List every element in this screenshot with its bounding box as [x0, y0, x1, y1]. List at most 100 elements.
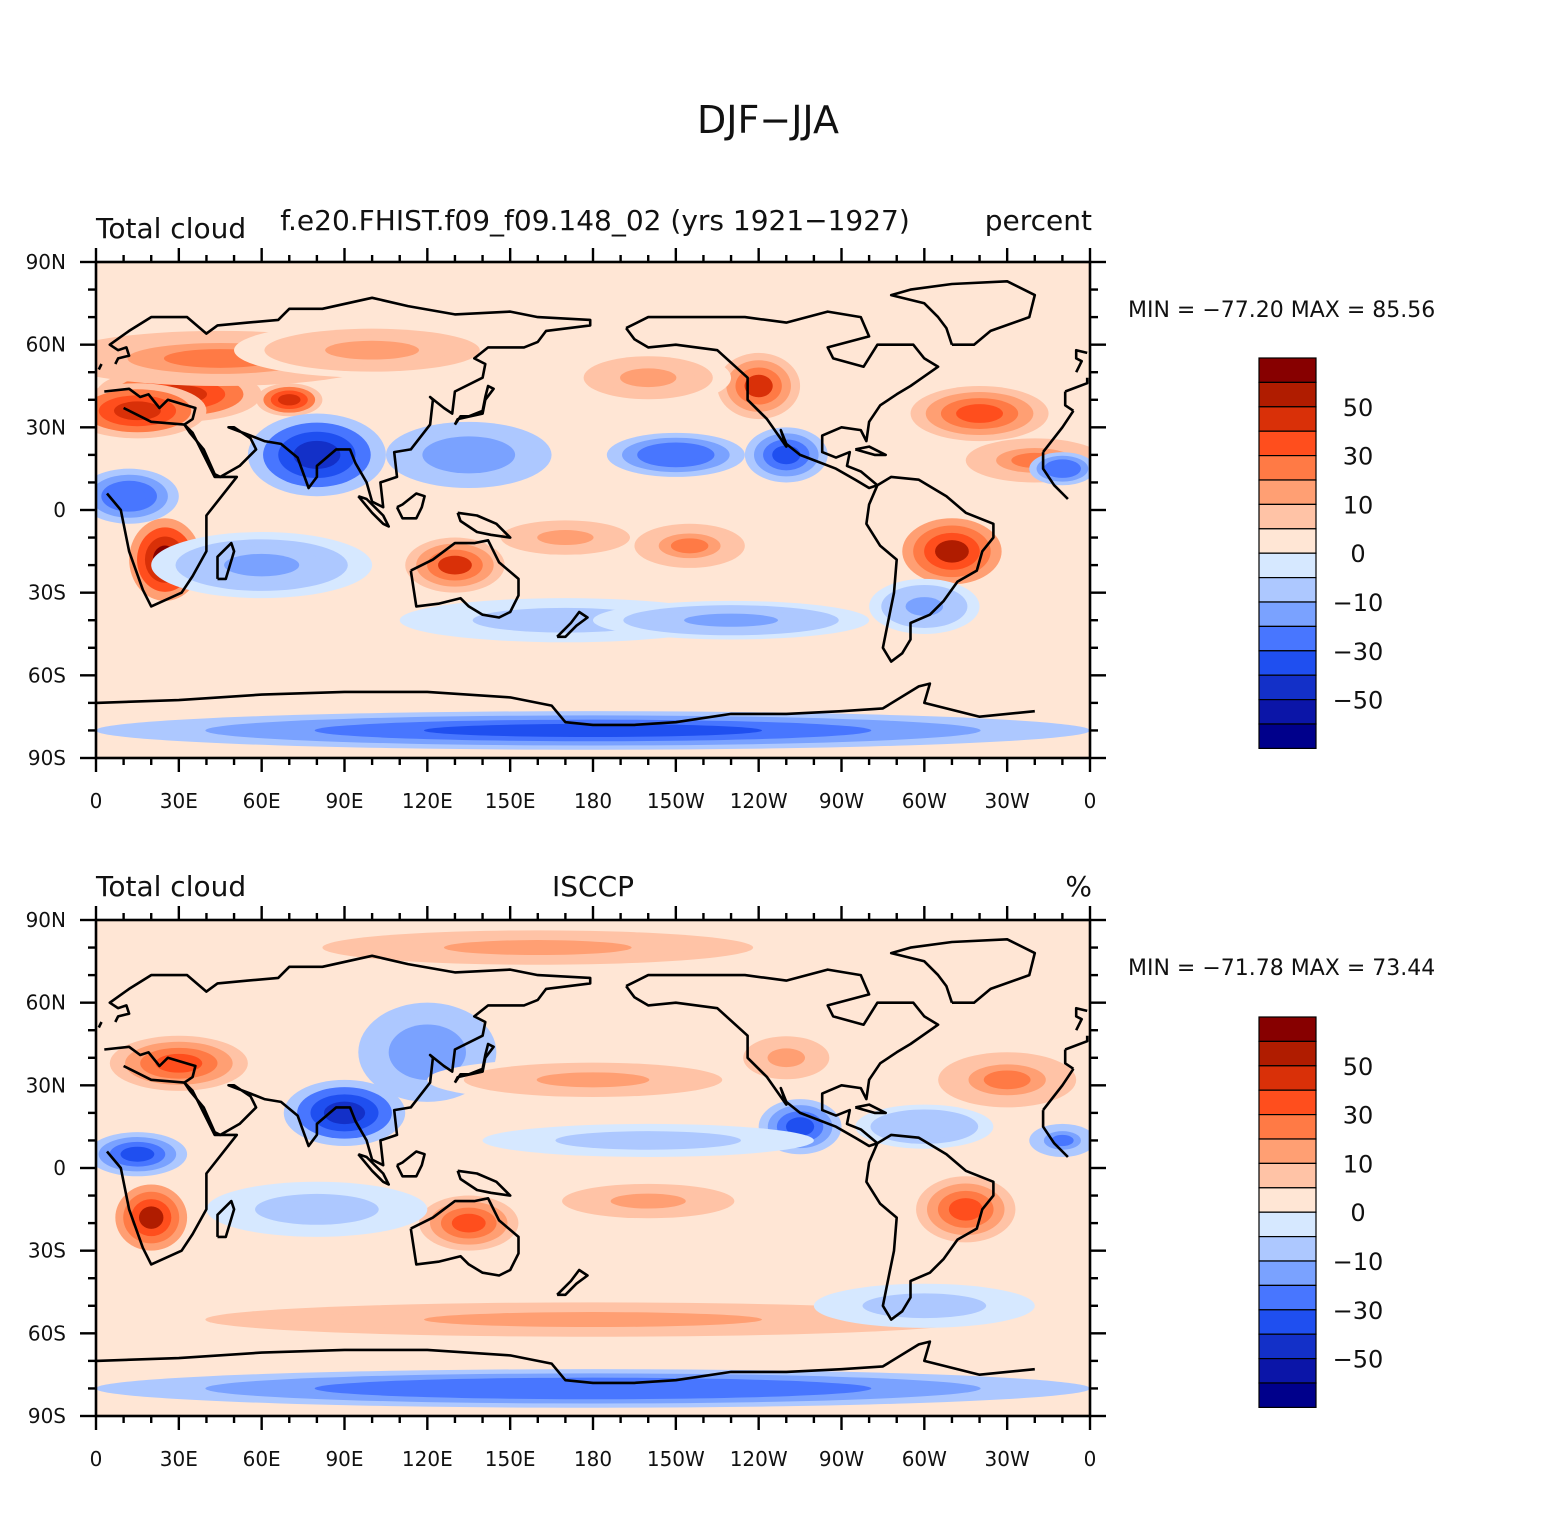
colorbar-box — [1258, 381, 1317, 408]
x-tick-label: 60E — [243, 789, 281, 813]
colorbar-box — [1258, 1260, 1317, 1286]
coastline-namerica — [625, 968, 940, 1148]
x-tick-label: 30E — [160, 1447, 198, 1471]
min-max-label: MIN = −77.20 MAX = 85.56 — [1128, 298, 1435, 323]
coastline-nz — [556, 1268, 589, 1297]
colorbar-box — [1258, 1113, 1317, 1140]
y-tick-label: 60N — [26, 991, 66, 1015]
field-patch — [610, 1193, 686, 1209]
field-patch — [479, 656, 818, 667]
coastline-borneo — [395, 492, 426, 520]
x-tick-label: 180 — [574, 1447, 612, 1471]
coastline-madagascar — [216, 541, 236, 581]
y-tick-label: 30S — [28, 1239, 66, 1263]
field-patch — [948, 1198, 983, 1221]
x-tick-label: 60W — [902, 1447, 947, 1471]
field-patch — [424, 1381, 762, 1396]
colorbar-box — [1258, 528, 1317, 554]
colorbar-box — [1258, 625, 1317, 652]
field-patch — [652, 447, 700, 463]
x-tick-label: 60W — [902, 789, 947, 813]
field-patch — [1051, 1134, 1074, 1147]
field-patch — [670, 538, 709, 554]
panel-left-title: Total cloud — [95, 212, 246, 245]
coastline-nz — [556, 610, 589, 639]
x-tick-label: 90E — [325, 789, 363, 813]
field-patch — [786, 1117, 815, 1137]
field-patch — [438, 555, 472, 575]
x-tick-label: 90W — [819, 1447, 864, 1471]
colorbar-box — [1258, 650, 1317, 676]
coastline-antarctica — [96, 682, 1035, 727]
x-tick-label: 150E — [485, 789, 536, 813]
x-tick-label: 30W — [985, 789, 1030, 813]
coastline-namerica — [625, 310, 940, 490]
colorbar-box — [1258, 576, 1317, 603]
cloud-field — [96, 322, 1090, 750]
panel-model: 0 30E 60E 90E 120E 150E 180 150W 120W 90W 60W 30W 09… — [26, 204, 1436, 813]
coastline-samerica — [865, 1133, 995, 1321]
colorbar-box — [1258, 1065, 1317, 1091]
panel-isccp: 0 30E 60E 90E 120E 150E 180 150W 120W 90W 60W 30W 09… — [26, 870, 1436, 1471]
coastline-africa — [1042, 410, 1075, 453]
colorbar-box — [1258, 1040, 1317, 1067]
coastline-cuba — [854, 1103, 888, 1115]
cloud-field — [96, 925, 1090, 1408]
field-patch — [451, 1213, 486, 1233]
field-patch — [424, 1312, 762, 1328]
coastline-sumatra — [357, 1152, 391, 1186]
coastline-newguinea — [456, 1169, 512, 1197]
field-patch — [509, 612, 622, 628]
panel-right-title: % — [1065, 870, 1092, 903]
coastlines — [96, 279, 1089, 727]
x-tick-label: 0 — [1084, 789, 1097, 813]
coastline-greenland — [889, 279, 1037, 347]
colorbar-label: 10 — [1343, 491, 1374, 519]
x-tick-label: 90E — [325, 1447, 363, 1471]
colorbar-box — [1258, 503, 1317, 530]
axis-ticks: 0 30E 60E 90E 120E 150E 180 150W 120W 90W 60W 30W 09… — [26, 248, 1106, 813]
coastline-newguinea — [456, 511, 512, 539]
field-patch — [684, 613, 778, 627]
x-tick-label: 150W — [647, 789, 705, 813]
field-patch — [293, 440, 341, 469]
coastline-eurasia — [104, 954, 592, 1167]
field-patch — [325, 340, 420, 360]
y-tick-label: 30N — [26, 415, 66, 439]
field-patch — [956, 404, 1004, 423]
coastline-eurasia — [1064, 377, 1089, 393]
coastline-eurasia — [104, 296, 592, 509]
colorbar-box — [1258, 698, 1317, 725]
panel-right-title: percent — [985, 204, 1092, 237]
colorbar-label: −10 — [1333, 589, 1384, 617]
x-tick-label: 120W — [730, 789, 788, 813]
colorbar-label: 0 — [1350, 540, 1365, 568]
panel-center-title: ISCCP — [552, 870, 634, 903]
colorbar-label: 30 — [1343, 1102, 1374, 1130]
coastline-samerica — [865, 475, 995, 663]
coastline-japan — [453, 384, 495, 426]
y-tick-label: 30N — [26, 1073, 66, 1097]
x-tick-label: 30E — [160, 789, 198, 813]
coastline-africa — [1041, 1110, 1069, 1158]
coastlines — [96, 937, 1089, 1385]
colorbar-label: −50 — [1333, 687, 1384, 715]
x-tick-label: 180 — [574, 789, 612, 813]
colorbar-box — [1258, 1382, 1317, 1408]
y-tick-label: 30S — [28, 581, 66, 605]
field-patch — [224, 553, 300, 577]
axis-ticks: 0 30E 60E 90E 120E 150E 180 150W 120W 90W 60W 30W 09… — [26, 906, 1106, 1471]
field-patch — [113, 401, 161, 421]
field-patch — [120, 1146, 155, 1162]
field-patch — [443, 940, 632, 956]
colorbar-label: −30 — [1333, 1297, 1384, 1325]
colorbar: 50 30 10 0 −10 −30 −50 — [1258, 1016, 1384, 1408]
y-tick-label: 60N — [26, 333, 66, 357]
field-patch — [1051, 463, 1074, 475]
coastline-sumatra — [357, 494, 391, 528]
field-patch — [772, 445, 801, 465]
coastline-greenland — [889, 937, 1037, 1005]
colorbar-box — [1258, 1016, 1317, 1042]
x-tick-label: 150W — [647, 1447, 705, 1471]
colorbar-box — [1258, 1162, 1317, 1189]
